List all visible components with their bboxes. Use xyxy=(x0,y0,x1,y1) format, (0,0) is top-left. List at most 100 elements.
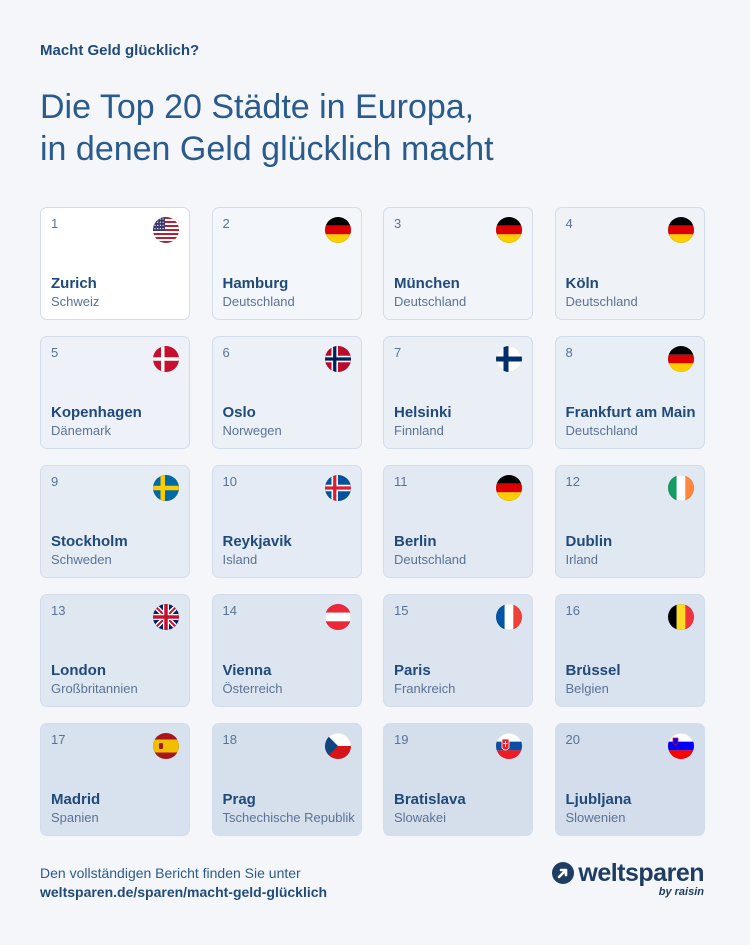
denmark-flag-icon xyxy=(153,346,179,372)
city-name: Köln xyxy=(565,275,599,292)
germany-flag-icon xyxy=(496,475,522,501)
belgium-flag-icon xyxy=(667,604,694,630)
city-grid: 1 Zurich Schweiz 2 Hamburg Deutschland 3 Münche… xyxy=(40,207,705,836)
rank-number: 16 xyxy=(565,603,580,618)
city-card: 9 Stockholm Schweden xyxy=(40,465,190,578)
finland-flag-icon xyxy=(496,346,522,372)
city-card: 1 Zurich Schweiz xyxy=(40,207,190,320)
spain-flag-icon xyxy=(153,733,179,759)
rank-number: 6 xyxy=(222,345,230,360)
city-name: Frankfurt am Main xyxy=(565,404,696,421)
footer-link[interactable]: weltsparen.de/sparen/macht-geld-glücklic… xyxy=(40,884,328,900)
kicker-text: Macht Geld glücklich? xyxy=(40,42,200,59)
country-name: Slowakei xyxy=(394,810,447,825)
rank-number: 8 xyxy=(565,345,573,360)
city-card: 17 Madrid Spanien xyxy=(40,723,190,836)
norway-flag-icon xyxy=(324,346,351,372)
germany-flag-icon xyxy=(324,217,351,243)
city-card: 15 Paris Frankreich xyxy=(383,594,533,707)
city-card: 14 Vienna Österreich xyxy=(211,594,362,707)
country-name: Finnland xyxy=(394,423,444,438)
city-name: Vienna xyxy=(222,662,272,679)
iceland-flag-icon xyxy=(324,475,351,501)
city-name: Kopenhagen xyxy=(51,404,142,421)
rank-number: 5 xyxy=(51,345,59,360)
ireland-flag-icon xyxy=(667,475,694,501)
page-title: Die Top 20 Städte in Europa, in denen Ge… xyxy=(40,86,720,170)
country-name: Schweiz xyxy=(51,294,100,309)
city-card: 20 Ljubljana Slowenien xyxy=(554,723,705,836)
city-card: 6 Oslo Norwegen xyxy=(211,336,362,449)
city-name: Oslo xyxy=(222,404,256,421)
country-name: Deutschland xyxy=(222,294,295,309)
rank-number: 7 xyxy=(394,345,402,360)
city-name: Helsinki xyxy=(394,404,452,421)
city-card: 13 London Großbritannien xyxy=(40,594,190,707)
country-name: Deutschland xyxy=(565,423,638,438)
city-card: 4 Köln Deutschland xyxy=(554,207,705,320)
country-name: Österreich xyxy=(222,681,283,696)
country-name: Norwegen xyxy=(222,423,282,438)
city-name: Prag xyxy=(222,791,256,808)
rank-number: 10 xyxy=(222,474,237,489)
country-name: Deutschland xyxy=(565,294,638,309)
city-card: 7 Helsinki Finnland xyxy=(383,336,533,449)
city-card: 3 München Deutschland xyxy=(383,207,533,320)
country-name: Irland xyxy=(565,552,599,567)
city-name: Ljubljana xyxy=(565,791,632,808)
city-name: Hamburg xyxy=(222,275,289,292)
city-name: Dublin xyxy=(565,533,613,550)
city-card: 16 Brüssel Belgien xyxy=(554,594,705,707)
rank-number: 14 xyxy=(222,603,237,618)
rank-number: 1 xyxy=(51,216,59,231)
country-name: Belgien xyxy=(565,681,609,696)
city-card: 18 Prag Tschechische Republik xyxy=(211,723,362,836)
footer: Den vollständigen Bericht finden Sie unt… xyxy=(40,864,327,902)
city-name: Paris xyxy=(394,662,431,679)
country-name: Tschechische Republik xyxy=(222,810,355,825)
rank-number: 17 xyxy=(51,732,66,747)
rank-number: 20 xyxy=(565,732,580,747)
france-flag-icon xyxy=(496,604,522,630)
city-card: 8 Frankfurt am Main Deutschland xyxy=(554,336,705,449)
country-name: Spanien xyxy=(51,810,99,825)
city-name: London xyxy=(51,662,106,679)
rank-number: 13 xyxy=(51,603,66,618)
country-name: Slowenien xyxy=(565,810,626,825)
germany-flag-icon xyxy=(667,217,694,243)
slovakia-flag-icon xyxy=(496,733,522,759)
city-name: Bratislava xyxy=(394,791,466,808)
rank-number: 11 xyxy=(394,474,408,489)
city-card: 2 Hamburg Deutschland xyxy=(211,207,362,320)
germany-flag-icon xyxy=(496,217,522,243)
city-card: 11 Berlin Deutschland xyxy=(383,465,533,578)
rank-number: 3 xyxy=(394,216,402,231)
weltsparen-logo[interactable]: weltsparen by raisin xyxy=(552,860,704,898)
title-line-1: Die Top 20 Städte in Europa, xyxy=(40,88,475,126)
logo-mark-icon xyxy=(552,862,575,884)
city-name: Brüssel xyxy=(565,662,621,679)
rank-number: 9 xyxy=(51,474,59,489)
rank-number: 15 xyxy=(394,603,409,618)
country-name: Deutschland xyxy=(394,552,467,567)
city-name: Zurich xyxy=(51,275,97,292)
country-name: Island xyxy=(222,552,258,567)
country-name: Frankreich xyxy=(394,681,456,696)
austria-flag-icon xyxy=(324,604,351,630)
footer-text: Den vollständigen Bericht finden Sie unt… xyxy=(40,865,301,881)
logo-wordmark: weltsparen xyxy=(578,859,704,887)
uk-flag-icon xyxy=(153,604,179,630)
city-card: 5 Kopenhagen Dänemark xyxy=(40,336,190,449)
title-line-2: in denen Geld glücklich macht xyxy=(40,130,494,168)
city-card: 10 Reykjavik Island xyxy=(211,465,362,578)
rank-number: 2 xyxy=(222,216,230,231)
rank-number: 18 xyxy=(222,732,237,747)
rank-number: 4 xyxy=(565,216,573,231)
city-card: 12 Dublin Irland xyxy=(554,465,705,578)
czech-flag-icon xyxy=(324,733,351,759)
city-name: München xyxy=(394,275,460,292)
rank-number: 19 xyxy=(394,732,409,747)
slovenia-flag-icon xyxy=(667,733,694,759)
logo-subtitle: by raisin xyxy=(658,886,704,898)
germany-flag-icon xyxy=(667,346,694,372)
